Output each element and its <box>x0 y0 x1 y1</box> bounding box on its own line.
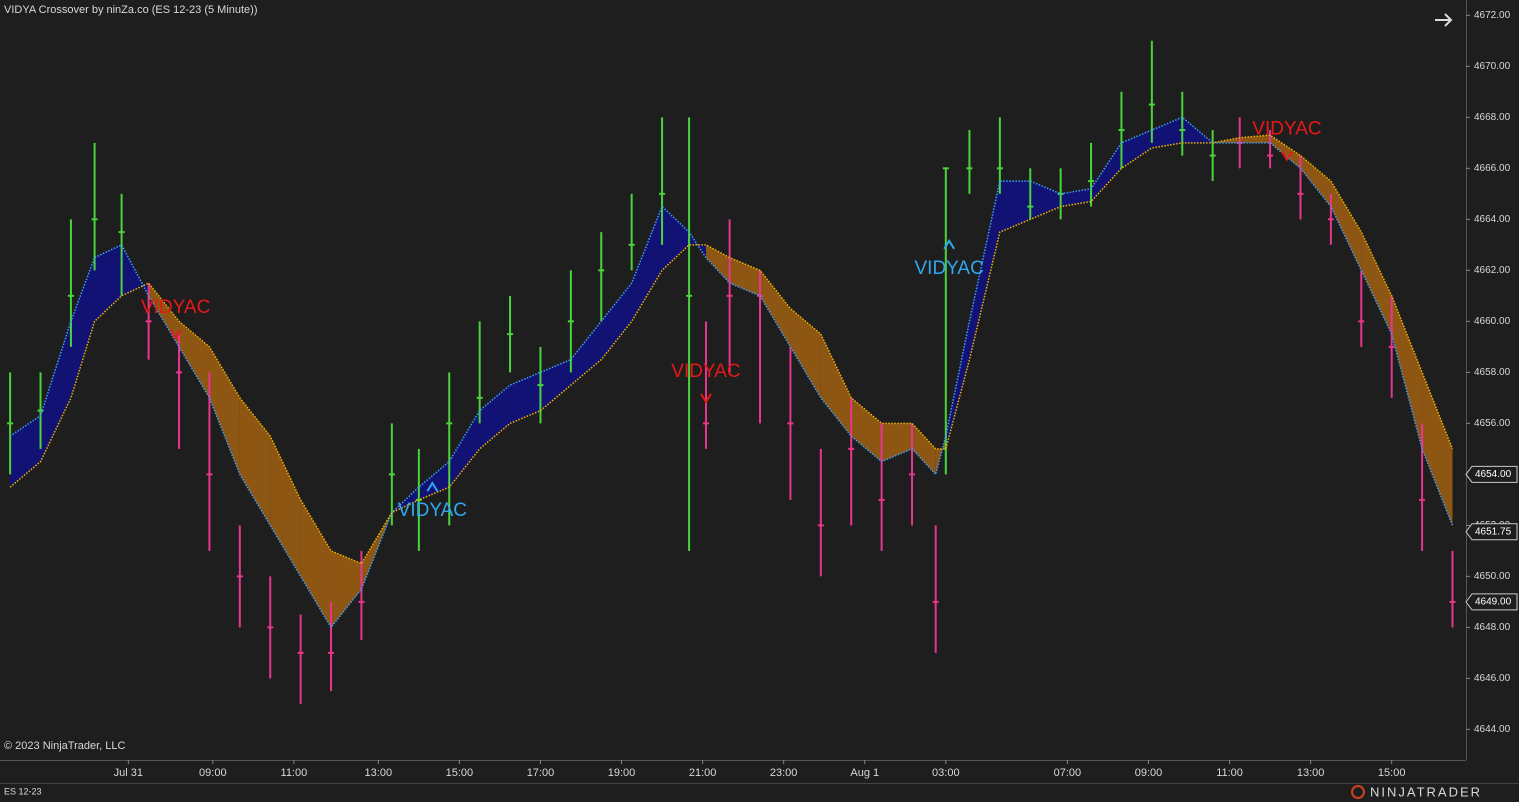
band-fill <box>10 415 41 488</box>
band-fill <box>662 206 690 271</box>
band-fill <box>449 410 480 488</box>
y-tick-label: 4648.00 <box>1474 622 1511 633</box>
price-marker-label: 4654.00 <box>1475 469 1512 480</box>
y-tick-label: 4672.00 <box>1474 10 1511 21</box>
signal-arrow <box>1281 151 1293 162</box>
band-fill <box>912 423 936 475</box>
band-fill <box>1091 142 1122 202</box>
signal-arrow <box>426 481 439 492</box>
band-fill <box>1270 135 1301 169</box>
band-fill <box>300 499 332 628</box>
band-fill <box>631 206 663 322</box>
y-tick-label: 4656.00 <box>1474 418 1511 429</box>
band-fill <box>479 385 511 449</box>
price-marker <box>1465 523 1518 541</box>
band-fill <box>40 321 71 462</box>
x-tick-label: 15:00 <box>446 767 474 779</box>
band-fill <box>418 461 450 500</box>
x-tick-label: 13:00 <box>1297 767 1325 779</box>
brand-logo <box>1351 785 1365 799</box>
y-tick-label: 4644.00 <box>1474 724 1511 735</box>
x-tick-label: 09:00 <box>1135 767 1163 779</box>
band-fill <box>270 436 301 577</box>
y-tick-label: 4650.00 <box>1474 571 1511 582</box>
signal-arrow <box>169 329 182 340</box>
band-fill <box>881 423 913 462</box>
band-fill <box>239 397 271 526</box>
band-fill <box>179 321 210 398</box>
signal-label: VIDYAC <box>1252 119 1321 140</box>
band-fill <box>1300 155 1331 207</box>
band-fill <box>851 397 882 462</box>
y-tick-label: 4664.00 <box>1474 214 1511 225</box>
band-fill <box>1182 117 1213 143</box>
x-tick-label: 21:00 <box>689 767 717 779</box>
vidya-slow <box>9 134 1454 565</box>
price-marker-label: 4651.75 <box>1475 526 1512 537</box>
chart-title: VIDYA Crossover by ninZa.co (ES 12-23 (5… <box>4 4 258 16</box>
signal-label: VIDYAC <box>398 500 467 521</box>
band-fill <box>1361 232 1392 335</box>
x-tick-label: 15:00 <box>1378 767 1406 779</box>
band-fill <box>601 283 632 360</box>
copyright: © 2023 NinjaTrader, LLC <box>4 740 125 752</box>
signal-label: VIDYAC <box>915 258 984 279</box>
x-tick-label: 11:00 <box>281 767 308 779</box>
y-tick-label: 4670.00 <box>1474 61 1511 72</box>
band-fill <box>1121 130 1152 169</box>
x-tick-label: 09:00 <box>199 767 227 779</box>
band-fill <box>729 257 761 296</box>
band-fill <box>570 321 602 386</box>
x-tick-label: 03:00 <box>932 767 960 779</box>
y-tick-label: 4668.00 <box>1474 112 1511 123</box>
band-fill <box>1422 372 1453 526</box>
price-marker <box>1465 593 1518 611</box>
band-fill <box>790 308 821 398</box>
band-fill <box>1330 181 1362 271</box>
signal-label: VIDYAC <box>671 361 740 382</box>
brand: NINJATRADER <box>1370 784 1482 799</box>
signal-arrow <box>700 393 712 404</box>
signal-label: VIDYAC <box>141 297 210 318</box>
vidya-fast <box>9 116 1454 629</box>
band-fill <box>70 257 95 398</box>
y-tick-label: 4662.00 <box>1474 265 1511 276</box>
band-fill <box>331 550 362 628</box>
scroll-arrow[interactable] <box>1435 13 1453 27</box>
band-fill <box>1391 295 1423 449</box>
plot-area: 4644.004646.004648.004650.004652.004654.… <box>7 10 1518 779</box>
y-tick-label: 4658.00 <box>1474 367 1511 378</box>
band-fill <box>820 334 852 437</box>
x-tick-label: 23:00 <box>770 767 798 779</box>
y-tick-label: 4660.00 <box>1474 316 1511 327</box>
price-marker <box>1465 465 1518 483</box>
x-tick-label: 19:00 <box>608 767 636 779</box>
x-tick-label: Jul 31 <box>114 767 143 779</box>
band-fill <box>760 270 791 347</box>
band-fill <box>94 244 122 322</box>
band-fill <box>540 359 571 411</box>
x-tick-label: 13:00 <box>365 767 393 779</box>
band-fill <box>969 181 1000 360</box>
price-marker-label: 4649.00 <box>1475 597 1512 608</box>
y-tick-label: 4666.00 <box>1474 163 1511 174</box>
y-tick-label: 4646.00 <box>1474 673 1511 684</box>
signal-arrow <box>943 238 956 250</box>
band-fill <box>510 372 541 424</box>
x-tick-label: 11:00 <box>1216 767 1243 779</box>
x-tick-label: Aug 1 <box>850 767 879 779</box>
x-tick-label: 17:00 <box>527 767 555 779</box>
band-fill <box>361 512 392 590</box>
band-fill <box>209 346 240 475</box>
instrument-tab[interactable]: ES 12-23 <box>4 786 42 796</box>
x-tick-label: 07:00 <box>1054 767 1082 779</box>
band-fill <box>999 181 1031 233</box>
band-fill <box>1151 117 1183 148</box>
band-fill <box>1030 181 1061 220</box>
band-fill <box>1239 135 1271 143</box>
